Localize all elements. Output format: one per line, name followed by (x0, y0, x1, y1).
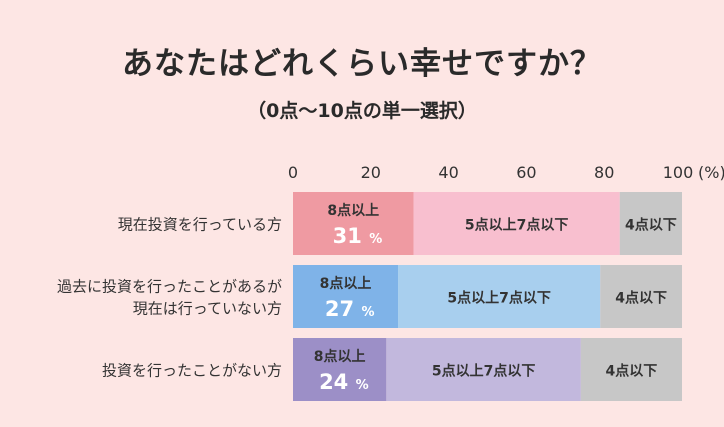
segment-label: 4点以下 (625, 217, 677, 234)
segment-label: 5点以上7点以下 (432, 363, 535, 380)
bar-segment (293, 192, 414, 255)
bar-segment (398, 265, 601, 328)
chart-subtitle: （0点～10点の単一選択） (247, 100, 477, 122)
segment-label: 8点以上 (320, 275, 372, 292)
data-label: 24 (319, 370, 348, 394)
bar-segment (386, 338, 581, 401)
category-label: 現在は行っていない方 (133, 300, 282, 318)
data-label-suffix: % (356, 378, 369, 393)
bar-segment (619, 192, 682, 255)
x-tick-label: 0 (288, 163, 298, 182)
x-tick-label: 80 (594, 163, 614, 182)
x-tick-label: 100 (663, 163, 694, 182)
segment-label: 4点以下 (615, 290, 667, 307)
data-label: 31 (333, 224, 362, 248)
category-label: 過去に投資を行ったことがあるが (57, 278, 282, 296)
category-label: 現在投資を行っている方 (118, 216, 282, 234)
category-label: 投資を行ったことがない方 (102, 362, 282, 380)
bar-segment (580, 338, 682, 401)
segment-label: 4点以下 (606, 363, 658, 380)
segment-label: 5点以上7点以下 (465, 217, 568, 234)
data-label-suffix: % (369, 232, 382, 247)
x-tick-label: 60 (516, 163, 536, 182)
bar-segment (293, 265, 399, 328)
segment-label: 8点以上 (314, 348, 366, 365)
data-label: 27 (325, 297, 354, 321)
bar-segment (293, 338, 387, 401)
segment-label: 8点以上 (327, 202, 379, 219)
data-label-suffix: % (362, 305, 375, 320)
x-axis-unit: (%) (698, 163, 724, 182)
x-tick-label: 20 (361, 163, 381, 182)
chart-title: あなたはどれくらい幸せですか？ (122, 46, 602, 82)
segment-label: 5点以上7点以下 (447, 290, 550, 307)
bar-segment (413, 192, 620, 255)
bar-segment (600, 265, 682, 328)
x-tick-label: 40 (438, 163, 458, 182)
